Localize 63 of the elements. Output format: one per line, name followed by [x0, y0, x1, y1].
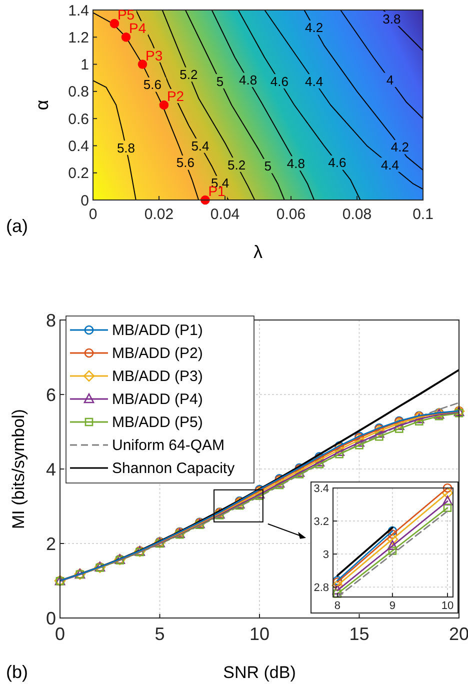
x-tick-label: 0.02 [144, 206, 174, 223]
y-tick-label: 3.4 [314, 482, 329, 495]
annotation: P5 [117, 6, 135, 23]
annotation: P3 [146, 47, 163, 64]
y-axis-title: α [32, 100, 52, 110]
x-tick-label: 15 [349, 624, 370, 644]
legend-label: Shannon Capacity [112, 460, 236, 477]
y-tick-label: 1.4 [68, 2, 89, 20]
annotation: 4.2 [390, 140, 409, 155]
x-tick-label: 10 [249, 624, 270, 644]
y-tick-label: 3.2 [314, 516, 329, 528]
annotation: 4.8 [286, 156, 305, 171]
y-tick-label: 6 [46, 384, 56, 405]
y-tick-label: 8 [46, 310, 56, 330]
legend-label: MB/ADD (P5) [112, 414, 203, 431]
annotation: 4.6 [270, 74, 288, 89]
y-tick-label: 1.2 [68, 29, 89, 46]
x-axis-title: λ [254, 242, 262, 262]
annotation: 4.6 [328, 155, 346, 170]
y-tick-label: 3 [322, 548, 329, 561]
y-tick-label: 2 [46, 534, 56, 554]
annotation: 5.2 [180, 67, 198, 82]
legend-label: MB/ADD (P1) [112, 322, 203, 339]
text: (b) [6, 662, 28, 682]
x-tick-label: 20 [448, 624, 468, 644]
x-tick-label: 9 [389, 600, 396, 612]
annotation: 4.2 [305, 20, 324, 36]
annotation: 5.2 [228, 157, 246, 172]
y-tick-label: 1 [80, 56, 89, 74]
x-tick-label: 0.06 [276, 206, 306, 223]
annotation: 5.8 [116, 140, 136, 156]
annotation: P2 [166, 88, 184, 104]
y-tick-label: 4 [46, 459, 56, 480]
x-tick-label: 0.04 [210, 206, 240, 223]
annotation: 4 [386, 72, 394, 88]
x-tick-label: 8 [334, 600, 340, 612]
legend-label: MB/ADD (P4) [112, 391, 203, 408]
annotation: 5.4 [191, 138, 210, 154]
y-tick-label: 0.4 [68, 138, 89, 155]
annotation: 5 [264, 158, 272, 174]
y-tick-label: 0.6 [68, 110, 89, 128]
x-tick-label: 10 [441, 600, 454, 612]
y-axis-title: MI (bits/symbol) [9, 409, 28, 529]
legend-label: MB/ADD (P3) [112, 368, 203, 385]
annotation: 5.6 [143, 77, 162, 92]
y-tick-label: 0.8 [68, 84, 89, 101]
annotation: 4.8 [239, 72, 258, 88]
annotation: 5 [216, 74, 224, 89]
legend-label: MB/ADD (P2) [112, 345, 203, 362]
annotation: 4.4 [380, 157, 400, 172]
y-tick-label: 0 [80, 192, 89, 210]
y-tick-label: 2.8 [314, 582, 329, 594]
x-tick-label: 0.08 [342, 206, 372, 223]
annotation: 4.4 [305, 74, 324, 89]
y-tick-label: 0.2 [68, 165, 89, 182]
annotation: 3.8 [382, 11, 401, 26]
annotation: 5.6 [176, 155, 194, 170]
x-tick-label: 5 [154, 624, 165, 644]
annotation: P4 [129, 20, 146, 36]
legend-label: Uniform 64-QAM [112, 437, 225, 454]
text: (a) [6, 216, 28, 236]
x-tick-label: 0.1 [412, 206, 434, 223]
x-axis-title: SNR (dB) [223, 663, 296, 682]
